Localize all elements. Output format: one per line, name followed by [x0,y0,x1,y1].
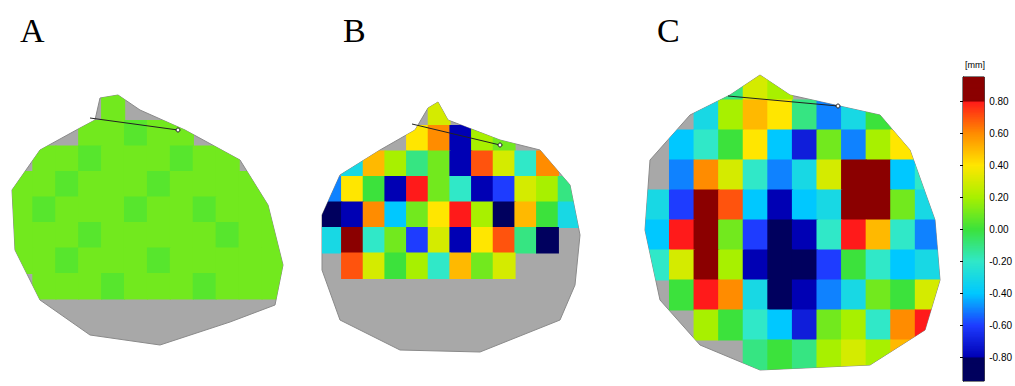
svg-text:0.60: 0.60 [989,128,1009,139]
svg-text:0.80: 0.80 [989,96,1009,107]
svg-text:[mm]: [mm] [965,60,985,70]
svg-text:C: C [657,12,680,49]
svg-text:0.20: 0.20 [989,192,1009,203]
svg-text:0.00: 0.00 [989,224,1009,235]
svg-text:-0.80: -0.80 [989,352,1012,363]
svg-text:A: A [20,12,45,49]
svg-text:-0.60: -0.60 [989,320,1012,331]
svg-text:B: B [343,12,366,49]
svg-text:-0.40: -0.40 [989,288,1012,299]
svg-text:-0.20: -0.20 [989,256,1012,267]
svg-text:0.40: 0.40 [989,160,1009,171]
